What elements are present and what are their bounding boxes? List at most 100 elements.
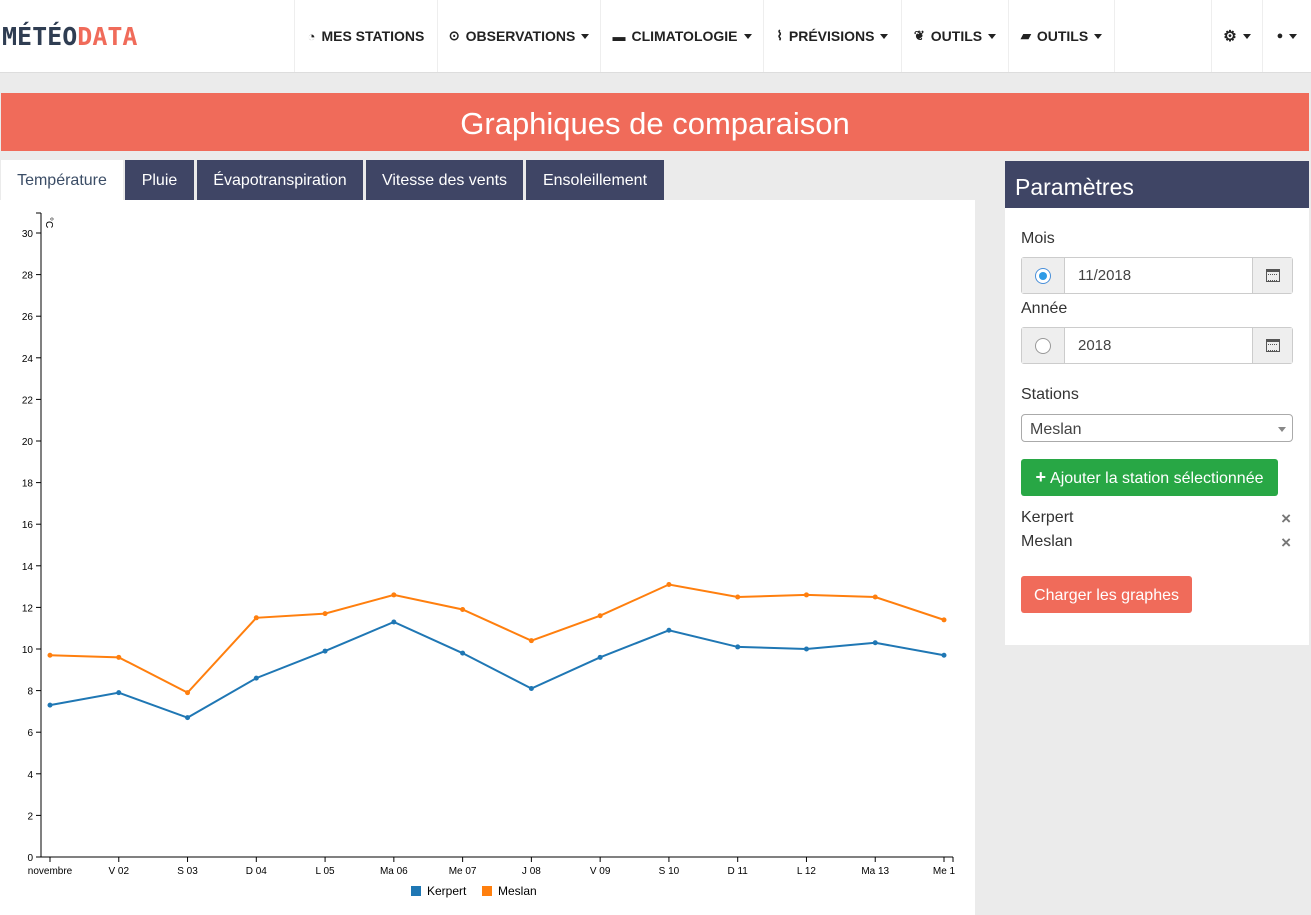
- month-input-group: 11/2018: [1021, 257, 1293, 294]
- select-arrow-icon: [1278, 427, 1286, 432]
- data-point-kerpert: [941, 652, 947, 658]
- data-point-meslan: [597, 613, 603, 619]
- data-point-meslan: [116, 654, 122, 660]
- y-tick-label: 10: [22, 645, 34, 656]
- tab-evapotranspiration[interactable]: Évapotranspiration: [197, 160, 363, 200]
- data-point-meslan: [666, 582, 672, 588]
- y-tick-label: 6: [27, 728, 33, 739]
- caret-down-icon: [1242, 33, 1251, 39]
- year-input-group: 2018: [1021, 327, 1293, 364]
- remove-station-icon[interactable]: ×: [1281, 533, 1291, 552]
- parameters-header: Paramètres: [1005, 161, 1309, 208]
- remove-station-icon[interactable]: ×: [1281, 509, 1291, 528]
- data-point-meslan: [941, 617, 947, 623]
- year-radio[interactable]: [1035, 337, 1051, 354]
- caret-down-icon: [581, 33, 590, 39]
- nav-outils-1[interactable]: ❦ OUTILS: [901, 0, 1008, 72]
- year-calendar-button[interactable]: [1252, 328, 1292, 363]
- month-radio[interactable]: [1035, 267, 1051, 284]
- user-menu[interactable]: ●: [1262, 0, 1311, 72]
- nav-mes-stations[interactable]: ◔ MES STATIONS: [294, 0, 437, 72]
- y-axis-unit-label: °C: [43, 217, 54, 228]
- data-point-kerpert: [666, 627, 672, 633]
- station-select[interactable]: Meslan: [1021, 414, 1293, 442]
- add-station-button[interactable]: + Ajouter la station sélectionnée: [1021, 459, 1278, 496]
- x-tick-label: S 10: [659, 866, 680, 877]
- tab-ensoleillement[interactable]: Ensoleillement: [526, 160, 664, 200]
- caret-down-icon: [1289, 33, 1298, 39]
- legend-swatch-kerpert: [411, 886, 421, 896]
- x-tick-label: Me 1: [933, 866, 956, 877]
- y-tick-label: 20: [22, 437, 34, 448]
- year-label: Année: [1021, 300, 1068, 317]
- station-name: Meslan: [1021, 533, 1073, 550]
- leaf-icon: ❦: [913, 28, 925, 43]
- y-tick-label: 16: [22, 520, 34, 531]
- settings-menu[interactable]: ⚙: [1211, 0, 1262, 72]
- binoculars-icon: ⊙: [448, 28, 460, 43]
- chart-panel: 0 2 4 6 8 10 12 14 16 18 20 22 24 26 28 30 °C novembre V 0…: [0, 200, 975, 915]
- data-point-meslan: [185, 690, 191, 696]
- data-point-kerpert: [322, 648, 328, 654]
- data-point-meslan: [735, 594, 741, 600]
- data-point-kerpert: [116, 690, 122, 696]
- year-radio-addon[interactable]: [1022, 328, 1065, 363]
- month-field[interactable]: 11/2018: [1078, 267, 1132, 284]
- logo[interactable]: MÉTÉODATA: [2, 22, 137, 51]
- dashboard-icon: ◔: [307, 28, 316, 44]
- data-point-meslan: [47, 652, 53, 658]
- nav-previsions[interactable]: ⌇ PRÉVISIONS: [763, 0, 901, 72]
- tab-temperature[interactable]: Température: [1, 160, 123, 200]
- selected-station-item: Meslan ×: [1021, 533, 1293, 552]
- calendar-icon: [1265, 339, 1280, 352]
- nav-label: OUTILS: [930, 28, 983, 44]
- gears-icon: ⚙: [1223, 28, 1237, 45]
- data-point-kerpert: [47, 702, 53, 708]
- x-tick-label: Ma 13: [861, 866, 889, 877]
- data-point-kerpert: [253, 675, 259, 681]
- month-radio-addon[interactable]: [1022, 258, 1065, 293]
- x-tick-label: V 09: [590, 866, 611, 877]
- station-select-value: Meslan: [1030, 421, 1082, 438]
- nav-label: CLIMATOLOGIE: [631, 28, 738, 44]
- truck-icon: ▰: [1020, 28, 1031, 43]
- plus-icon: +: [1035, 467, 1047, 487]
- x-tick-label: J 08: [522, 866, 541, 877]
- series-line-meslan: [49, 583, 945, 694]
- nav-outils-2[interactable]: ▰ OUTILS: [1008, 0, 1115, 72]
- y-tick-label: 22: [22, 395, 34, 406]
- nav-label: OUTILS: [1036, 28, 1089, 44]
- series-line-kerpert: [49, 620, 945, 719]
- caret-down-icon: [880, 33, 889, 39]
- nav-climatologie[interactable]: ▬ CLIMATOLOGIE: [600, 0, 763, 72]
- tab-pluie[interactable]: Pluie: [125, 160, 194, 200]
- year-field[interactable]: 2018: [1078, 337, 1112, 354]
- user-icon: ●: [1276, 30, 1284, 42]
- x-tick-label: Me 07: [449, 866, 477, 877]
- tab-vitesse-vents[interactable]: Vitesse des vents: [366, 160, 523, 200]
- add-station-label: Ajouter la station sélectionnée: [1050, 470, 1264, 487]
- y-tick-label: 24: [22, 354, 34, 365]
- y-tick-label: 12: [22, 603, 34, 614]
- nav-label: OBSERVATIONS: [465, 28, 576, 44]
- caret-down-icon: [988, 33, 997, 39]
- y-tick-label: 28: [22, 271, 34, 282]
- thermometer-icon: ⌇: [776, 28, 783, 43]
- data-point-kerpert: [460, 650, 466, 656]
- nav-observations[interactable]: ⊙ OBSERVATIONS: [437, 0, 600, 72]
- load-charts-button[interactable]: Charger les graphes: [1021, 576, 1192, 613]
- data-point-kerpert: [872, 640, 878, 646]
- month-calendar-button[interactable]: [1252, 258, 1292, 293]
- caret-down-icon: [1094, 33, 1103, 39]
- top-navbar: MÉTÉODATA ◔ MES STATIONS ⊙ OBSERVATIONS …: [0, 0, 1311, 73]
- x-tick-label: novembre: [28, 866, 73, 877]
- data-point-kerpert: [528, 686, 534, 692]
- nav-label: MES STATIONS: [321, 28, 425, 44]
- page-title: Graphiques de comparaison: [1, 93, 1309, 151]
- data-point-meslan: [528, 638, 534, 644]
- x-tick-label: V 02: [108, 866, 129, 877]
- archive-icon: ▬: [612, 28, 626, 44]
- legend-label-meslan: Meslan: [498, 884, 537, 898]
- y-tick-label: 18: [22, 479, 34, 490]
